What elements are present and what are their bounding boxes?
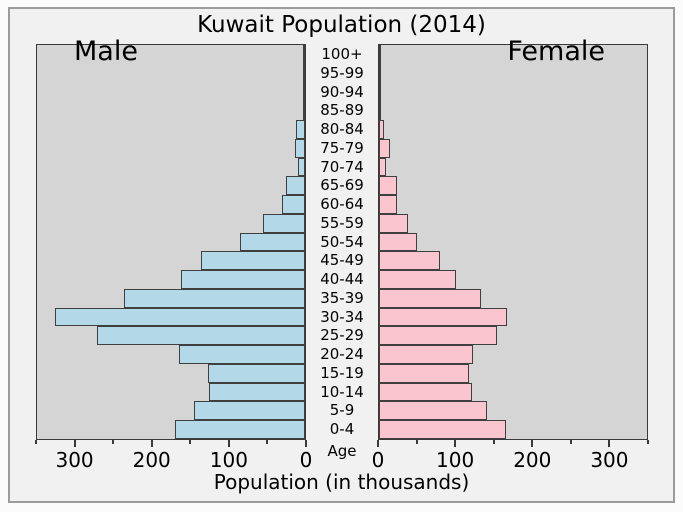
age-group-label-5-9: 5-9	[329, 401, 355, 420]
female-panel	[378, 44, 648, 440]
female-bar-90-94	[379, 82, 381, 102]
left-axis-tick-350	[35, 440, 37, 444]
female-bar-55-59	[379, 213, 409, 233]
age-group-label-95-99: 95-99	[320, 63, 364, 82]
male-bar-15-19	[207, 363, 305, 383]
male-bar-5-9	[193, 401, 305, 421]
right-axis-tick-0	[377, 440, 379, 447]
right-axis-tick-50	[415, 440, 418, 444]
male-bar-10-14	[209, 382, 305, 402]
male-series-label: Male	[74, 36, 138, 67]
female-bar-10-14	[379, 382, 473, 402]
female-bar-75-79	[379, 138, 390, 158]
right-axis-tick-150	[492, 440, 495, 444]
age-group-label-100+: 100+	[321, 45, 363, 63]
female-bar-35-39	[379, 288, 481, 308]
female-bar-30-34	[379, 307, 507, 327]
right-axis-tick-label-100: 100	[436, 448, 475, 472]
female-bar-60-64	[379, 195, 397, 214]
right-axis-tick-200	[531, 440, 534, 447]
age-group-label-85-89: 85-89	[320, 101, 364, 120]
female-bar-80-84	[379, 120, 384, 139]
male-bar-65-69	[285, 176, 305, 196]
age-axis-caption: Age	[327, 442, 357, 460]
age-group-label-25-29: 25-29	[320, 326, 364, 345]
male-bar-70-74	[298, 157, 305, 177]
male-bar-85-89	[302, 101, 305, 121]
left-axis-tick-200	[150, 440, 153, 447]
left-axis-tick-label-300: 300	[55, 448, 94, 472]
female-bar-50-54	[379, 232, 417, 252]
male-bar-0-4	[174, 420, 305, 439]
female-bar-25-29	[379, 326, 497, 346]
left-axis-tick-150	[189, 440, 192, 444]
age-group-label-20-24: 20-24	[320, 345, 364, 364]
age-group-label-70-74: 70-74	[320, 157, 364, 176]
right-axis-tick-350	[647, 440, 649, 444]
age-group-label-35-39: 35-39	[320, 288, 364, 307]
male-bar-100+	[303, 45, 305, 64]
left-axis-tick-0	[305, 440, 307, 447]
right-axis-tick-label-200: 200	[513, 448, 552, 472]
age-group-label-55-59: 55-59	[320, 213, 364, 232]
female-bar-70-74	[379, 157, 386, 177]
age-group-label-80-84: 80-84	[320, 120, 364, 139]
right-axis-tick-100	[454, 440, 457, 447]
left-axis-tick-label-100: 100	[209, 448, 248, 472]
age-group-label-30-34: 30-34	[320, 307, 364, 326]
right-axis-tick-300	[608, 440, 611, 447]
female-bar-5-9	[379, 401, 487, 421]
age-group-label-15-19: 15-19	[320, 363, 364, 382]
x-axis-label: Population (in thousands)	[213, 470, 470, 494]
female-bar-20-24	[379, 345, 474, 364]
right-axis-tick-label-300: 300	[590, 448, 629, 472]
male-bar-75-79	[295, 138, 305, 158]
female-series-label: Female	[507, 36, 605, 67]
male-bar-35-39	[123, 288, 305, 308]
left-axis-tick-100	[227, 440, 230, 447]
age-group-label-60-64: 60-64	[320, 195, 364, 214]
female-bar-95-99	[379, 63, 381, 83]
female-bar-40-44	[379, 270, 456, 289]
left-axis-tick-50	[266, 440, 269, 444]
female-bar-100+	[379, 45, 381, 64]
right-axis-tick-250	[569, 440, 572, 444]
male-bar-40-44	[180, 270, 305, 289]
age-group-label-10-14: 10-14	[320, 382, 364, 401]
male-bar-30-34	[54, 307, 305, 327]
left-axis-tick-300	[73, 440, 76, 447]
male-bar-25-29	[96, 326, 305, 346]
right-axis-tick-label-0: 0	[371, 448, 385, 472]
left-axis-tick-label-0: 0	[299, 448, 313, 472]
female-bar-65-69	[379, 176, 398, 196]
female-bar-85-89	[379, 101, 381, 121]
female-bar-15-19	[379, 363, 469, 383]
female-bar-0-4	[379, 420, 507, 439]
female-bar-45-49	[379, 251, 441, 271]
left-axis-tick-250	[112, 440, 115, 444]
male-bar-50-54	[239, 232, 305, 252]
male-bar-60-64	[282, 195, 305, 214]
age-group-label-65-69: 65-69	[320, 176, 364, 195]
age-group-label-45-49: 45-49	[320, 251, 364, 270]
age-group-label-50-54: 50-54	[320, 232, 364, 251]
left-axis-tick-label-200: 200	[132, 448, 171, 472]
chart-title: Kuwait Population (2014)	[197, 12, 486, 38]
male-bar-20-24	[179, 345, 305, 364]
male-panel	[36, 44, 306, 440]
age-group-label-75-79: 75-79	[320, 138, 364, 157]
male-bar-95-99	[303, 63, 305, 83]
male-bar-80-84	[295, 120, 305, 139]
male-bar-55-59	[262, 213, 305, 233]
age-group-label-90-94: 90-94	[320, 82, 364, 101]
age-group-label-0-4: 0-4	[329, 420, 355, 439]
male-bar-45-49	[200, 251, 305, 271]
male-bar-90-94	[303, 82, 305, 102]
age-group-label-40-44: 40-44	[320, 270, 364, 289]
